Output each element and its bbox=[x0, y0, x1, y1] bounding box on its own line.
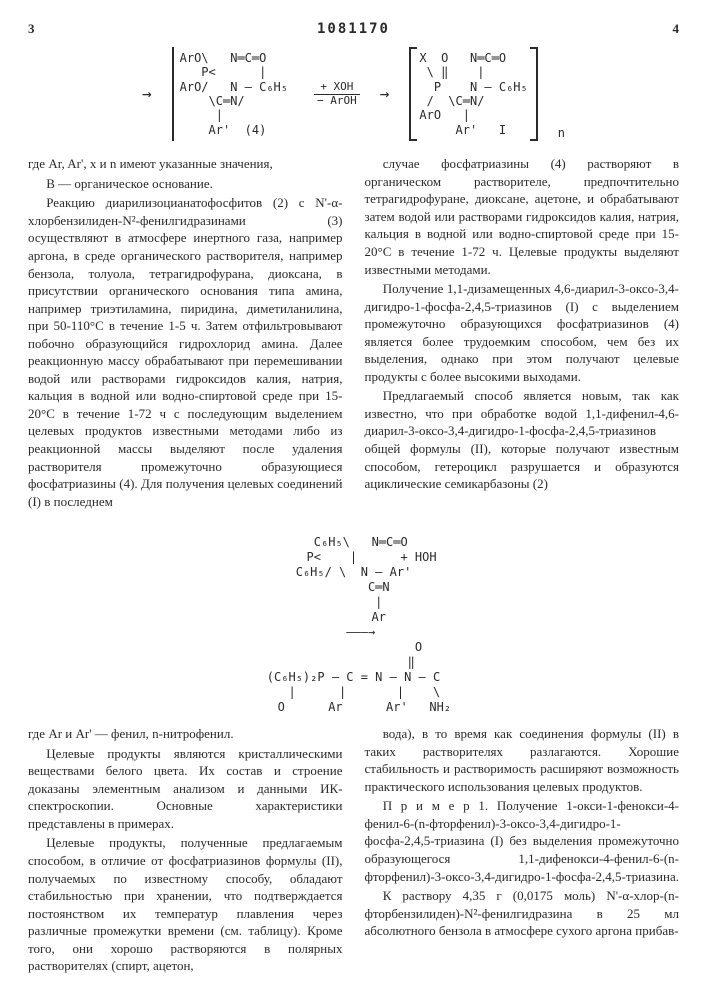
subscript-n: n bbox=[558, 125, 565, 141]
example-1-title: П р и м е р 1. Получение 1-окси-1-фенокс… bbox=[365, 797, 680, 885]
paragraph: вода), в то время как соединения формулы… bbox=[365, 725, 680, 795]
reaction-conditions: + XOH − ArOH bbox=[314, 81, 360, 106]
where-clause-2: где Ar и Ar' — фенил, n-нитрофенил. bbox=[28, 725, 343, 743]
document-number: 1081170 bbox=[317, 20, 390, 39]
structure-I: X O N═C═O \ ‖ | P N — C₆H₅ / \C═N/ ArO |… bbox=[409, 47, 537, 141]
paragraph: Целевые продукты являются кристаллически… bbox=[28, 745, 343, 833]
paragraph: случае фосфатриазины (4) растворяют в ор… bbox=[365, 155, 680, 278]
reaction-scheme-1: → ArO\ N═C═O P< | ArO/ N — C₆H₅ \C═N/ | … bbox=[28, 47, 679, 141]
b-definition: B — органическое основание. bbox=[28, 175, 343, 193]
text-columns-1: где Ar, Ar', x и n имеют указанные значе… bbox=[28, 155, 679, 510]
where-clause-1: где Ar, Ar', x и n имеют указанные значе… bbox=[28, 155, 343, 173]
paragraph: Получение 1,1-дизамещенных 4,6-диарил-3-… bbox=[365, 280, 680, 385]
page-header: 3 1081170 4 bbox=[28, 20, 679, 39]
paragraph: Реакцию диарилизоцианатофосфитов (2) с N… bbox=[28, 194, 343, 510]
structure-product: O ‖ (C₆H₅)₂P — C = N — N — C | | | \ O A… bbox=[256, 640, 451, 714]
structure-4: ArO\ N═C═O P< | ArO/ N — C₆H₅ \C═N/ | Ar… bbox=[172, 47, 294, 141]
reaction-scheme-2: C₆H₅\ N═C═O P< | + HOH C₆H₅/ \ N — Ar' C… bbox=[28, 520, 679, 715]
paragraph: Целевые продукты, полученные предлагаемы… bbox=[28, 834, 343, 974]
text-columns-2: где Ar и Ar' — фенил, n-нитрофенил. Целе… bbox=[28, 725, 679, 975]
arrow-icon: → bbox=[380, 83, 390, 105]
page-number-left: 3 bbox=[28, 20, 35, 39]
paragraph: К раствору 4,35 г (0,0175 моль) N'-α-хло… bbox=[365, 887, 680, 940]
arrow-icon: ———→ bbox=[346, 625, 375, 639]
paragraph: Предлагаемый способ является новым, так … bbox=[365, 387, 680, 492]
page-number-right: 4 bbox=[672, 20, 679, 39]
structure-II-left: C₆H₅\ N═C═O P< | + HOH C₆H₅/ \ N — Ar' C… bbox=[270, 535, 436, 624]
arrow-icon: → bbox=[142, 83, 152, 105]
